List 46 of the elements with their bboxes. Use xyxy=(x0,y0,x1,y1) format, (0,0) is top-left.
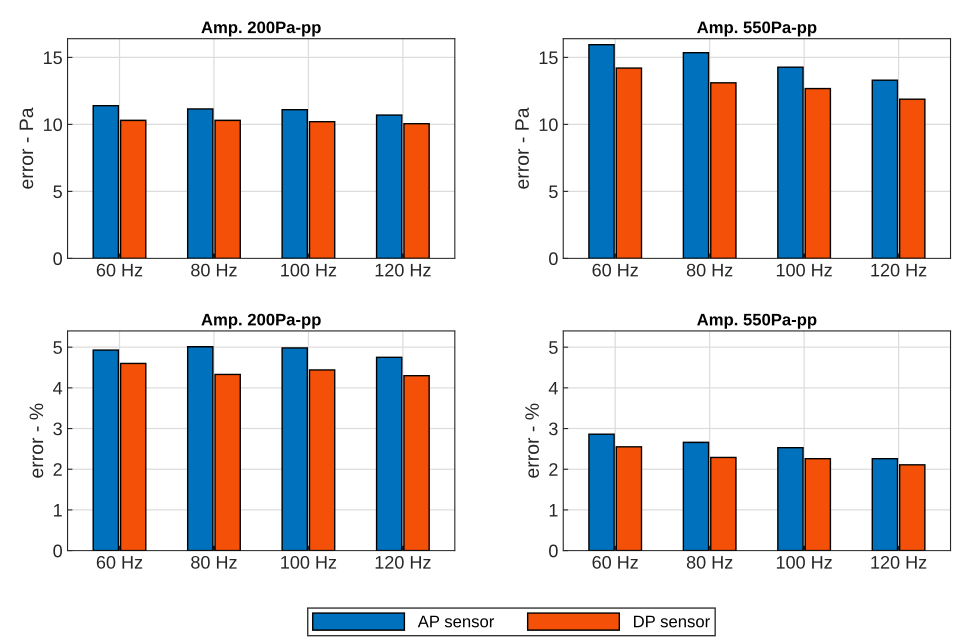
y-tick-label: 3 xyxy=(549,422,558,436)
x-tick-label: 120 Hz xyxy=(376,264,431,276)
y-tick-label: 5 xyxy=(549,341,558,354)
x-tick-label: 80 Hz xyxy=(686,264,732,276)
x-tick-label: 100 Hz xyxy=(776,556,832,569)
y-axis-title: error - Pa xyxy=(20,107,34,189)
x-tick-label: 120 Hz xyxy=(871,264,926,276)
x-tick-label: 120 Hz xyxy=(871,556,926,569)
y-tick-label: 10 xyxy=(540,118,558,132)
y-tick-label: 4 xyxy=(548,382,558,394)
y-tick-label: 4 xyxy=(53,382,62,394)
y-tick-label: 10 xyxy=(44,118,62,132)
y-tick-label: 15 xyxy=(44,52,62,64)
x-tick-label: 100 Hz xyxy=(281,264,336,276)
chart-title: Amp. 200Pa-pp xyxy=(201,21,321,37)
chart-title: Amp. 200Pa-pp xyxy=(201,314,321,329)
chart-title: Amp. 550Pa-pp xyxy=(697,314,816,329)
y-tick-label: 0 xyxy=(549,544,558,558)
y-tick-label: 5 xyxy=(549,186,558,198)
y-tick-label: 0 xyxy=(53,544,62,558)
y-tick-label: 2 xyxy=(549,463,558,476)
x-tick-label: 100 Hz xyxy=(776,264,832,276)
y-tick-label: 3 xyxy=(53,422,62,436)
y-axis-title: error - % xyxy=(30,404,44,478)
x-tick-label: 120 Hz xyxy=(376,556,431,569)
y-axis-title: error - % xyxy=(525,404,539,478)
x-tick-label: 60 Hz xyxy=(96,556,142,569)
y-tick-label: 1 xyxy=(550,504,558,516)
y-tick-label: 1 xyxy=(54,504,62,516)
text: AP sensor xyxy=(418,616,494,628)
chart-title: Amp. 550Pa-pp xyxy=(697,21,816,37)
y-tick-label: 0 xyxy=(53,252,62,266)
x-tick-label: 80 Hz xyxy=(191,556,237,569)
y-axis-title: error - Pa xyxy=(515,107,529,189)
x-tick-label: 60 Hz xyxy=(592,264,638,276)
text: DP sensor xyxy=(634,616,710,628)
x-tick-label: 80 Hz xyxy=(686,556,732,569)
y-tick-label: 5 xyxy=(53,341,62,354)
y-tick-label: 2 xyxy=(54,463,62,476)
y-tick-label: 0 xyxy=(549,252,558,266)
x-tick-label: 80 Hz xyxy=(191,264,237,276)
y-tick-label: 15 xyxy=(540,52,558,64)
x-tick-label: 60 Hz xyxy=(592,556,638,569)
y-tick-label: 5 xyxy=(53,186,62,198)
x-tick-label: 100 Hz xyxy=(281,556,336,569)
x-tick-label: 60 Hz xyxy=(96,264,142,276)
